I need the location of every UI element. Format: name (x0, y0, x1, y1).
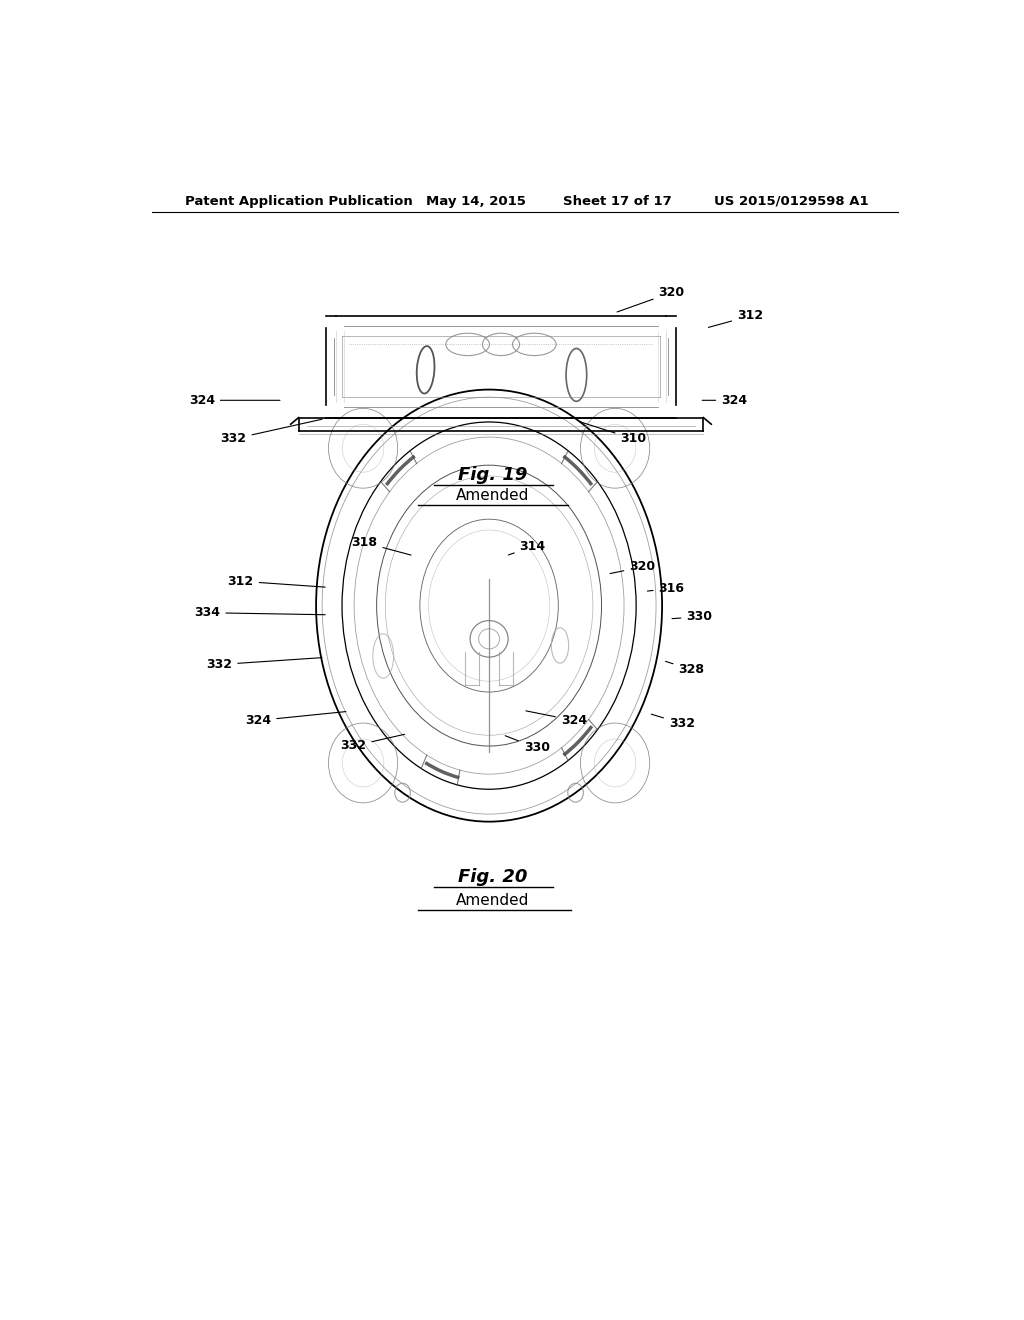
Text: 332: 332 (340, 734, 404, 752)
Text: 324: 324 (702, 393, 748, 407)
Text: 312: 312 (227, 574, 326, 587)
Text: Patent Application Publication: Patent Application Publication (185, 194, 413, 207)
Text: Amended: Amended (457, 488, 529, 503)
Text: 332: 332 (651, 714, 695, 730)
Text: 324: 324 (526, 711, 587, 727)
Text: 314: 314 (508, 540, 546, 554)
Text: 316: 316 (647, 582, 685, 595)
Text: 310: 310 (579, 421, 646, 445)
Text: 334: 334 (195, 606, 326, 619)
Text: US 2015/0129598 A1: US 2015/0129598 A1 (714, 194, 868, 207)
Text: 332: 332 (206, 657, 322, 671)
Text: May 14, 2015: May 14, 2015 (426, 194, 525, 207)
Text: 318: 318 (351, 536, 411, 556)
Text: 312: 312 (709, 309, 763, 327)
Text: 324: 324 (188, 393, 280, 407)
Text: 328: 328 (666, 661, 705, 676)
Text: 320: 320 (617, 286, 685, 312)
Text: 324: 324 (245, 711, 346, 727)
Text: 330: 330 (505, 735, 550, 755)
Text: Fig. 20: Fig. 20 (459, 869, 527, 886)
Text: Amended: Amended (457, 892, 529, 908)
Text: Fig. 19: Fig. 19 (459, 466, 527, 483)
Text: 330: 330 (672, 610, 713, 623)
Text: 320: 320 (610, 561, 655, 574)
Text: 332: 332 (220, 420, 323, 445)
Text: Sheet 17 of 17: Sheet 17 of 17 (563, 194, 672, 207)
